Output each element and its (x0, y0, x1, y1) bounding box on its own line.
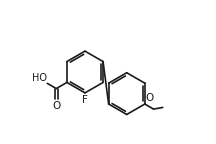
Text: F: F (82, 95, 88, 105)
Text: O: O (145, 93, 153, 103)
Text: HO: HO (32, 73, 47, 83)
Text: O: O (52, 101, 60, 111)
